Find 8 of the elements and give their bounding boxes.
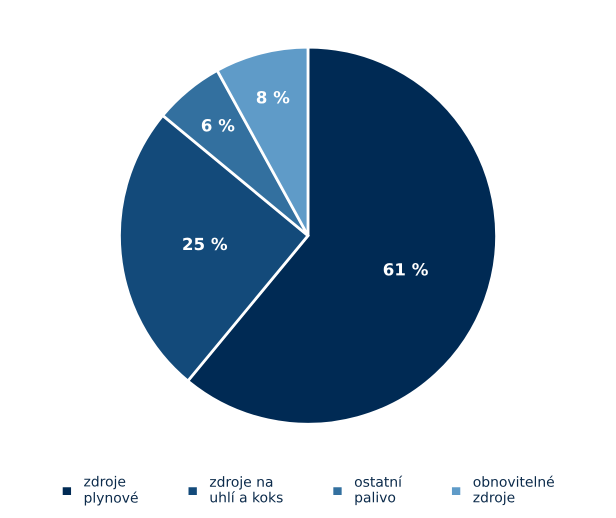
legend-label: obnovitelné zdroje [473,476,554,506]
legend-label: zdroje plynové [84,476,138,506]
data-label: 25 % [183,238,228,250]
legend-label: zdroje na uhlí a koks [210,476,283,502]
legend-label: ostatní palivo [354,476,402,506]
data-label: 6 % [202,118,234,132]
data-label: 61 % [384,263,428,276]
data-label: 8 % [256,90,290,104]
